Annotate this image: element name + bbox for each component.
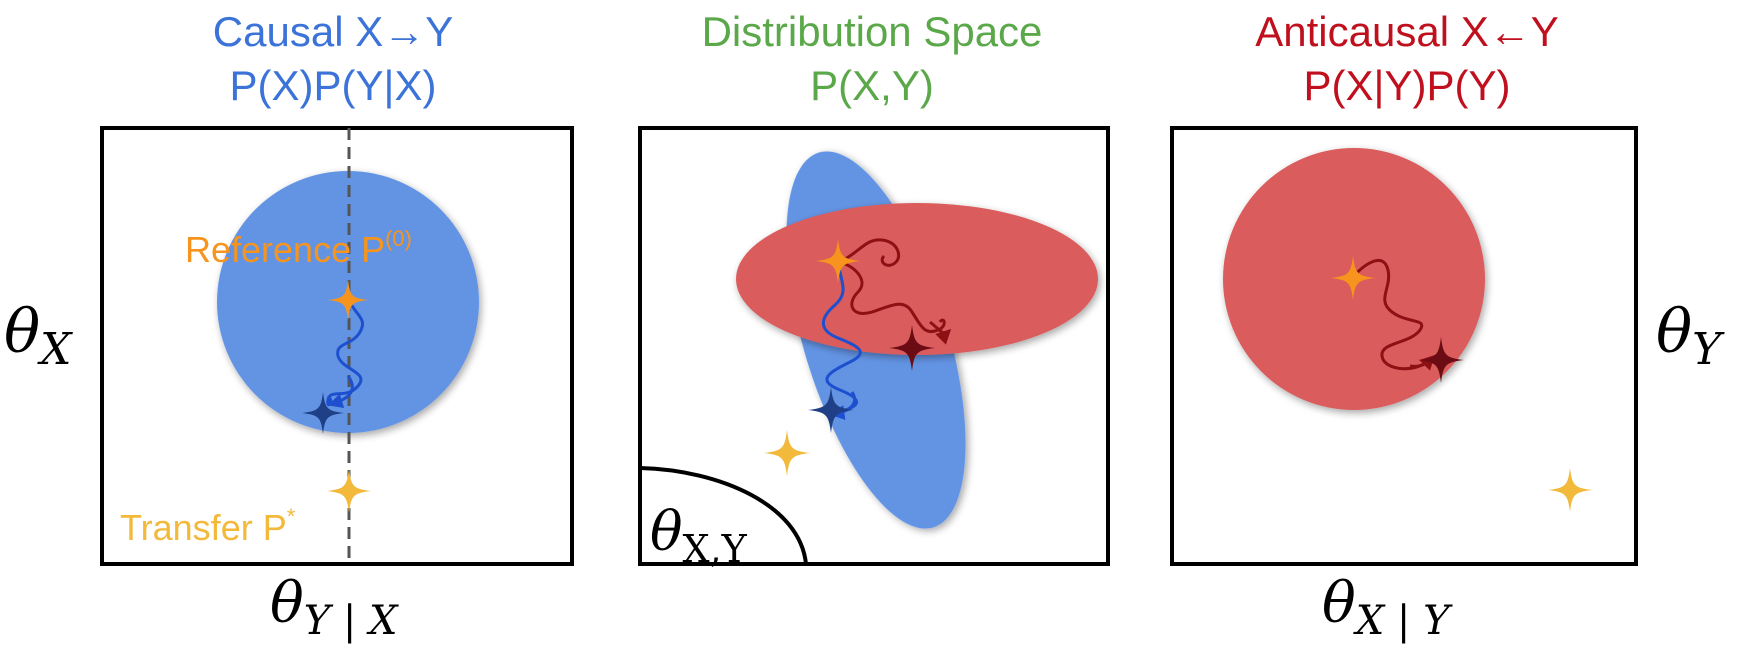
distribution-region-label: θX,Y (650, 500, 748, 571)
causal-reference-label: Reference P(0) (185, 226, 412, 270)
distribution-subtitle: P(X,Y) (810, 62, 934, 109)
panel-anticausal: Anticausal X←Y P(X|Y)P(Y) θY θX | Y (1170, 8, 1725, 644)
anticausal-y-axis-label: θY (1656, 297, 1725, 375)
anticausal-adaptation-path (1350, 258, 1425, 371)
distribution-anticausal-arrow (929, 320, 952, 345)
anticausal-x-axis-label: θX | Y (1322, 571, 1453, 644)
causal-transfer-label: Transfer P* (120, 504, 296, 548)
panel-causal: Causal X→Y P(X)P(Y|X) Reference P(0) Tra… (4, 8, 574, 644)
distribution-anticausal-region (736, 203, 1098, 355)
causal-subtitle: P(X)P(Y|X) (230, 62, 437, 109)
causal-y-axis-label: θX (4, 297, 73, 375)
anticausal-title: Anticausal X←Y (1255, 8, 1558, 55)
causal-adaptation-arrow (327, 375, 354, 409)
distribution-boundary-curve (639, 466, 808, 565)
distribution-anticausal-upper-path (839, 238, 901, 267)
distribution-title: Distribution Space (702, 8, 1043, 55)
anticausal-subtitle: P(X|Y)P(Y) (1304, 62, 1511, 109)
panel-distribution: Distribution Space P(X,Y) θX,Y (638, 8, 1110, 571)
causal-x-axis-label: θY | X (270, 571, 399, 644)
causal-title: Causal X→Y (213, 8, 453, 55)
